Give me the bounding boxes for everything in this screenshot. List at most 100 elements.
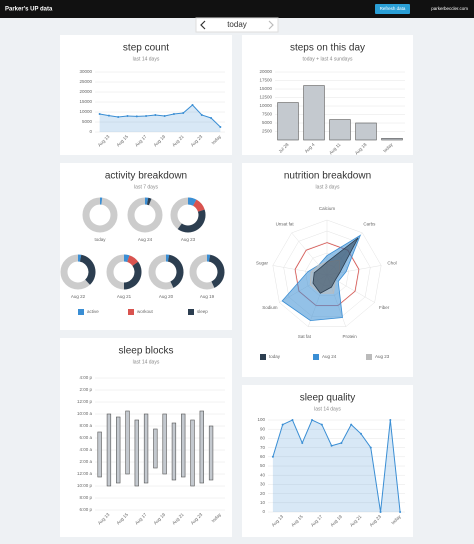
donut-segment: [208, 254, 225, 288]
y-tick-label: 40: [260, 472, 266, 477]
point: [379, 511, 382, 513]
y-tick-label: 10: [260, 500, 266, 505]
donut-segment: [192, 199, 205, 213]
legend-swatch: [366, 354, 372, 360]
legend-label: Aug 23: [375, 354, 390, 359]
legend-swatch: [78, 309, 84, 315]
donut-segment: [123, 261, 142, 290]
sleep-block: [162, 413, 167, 475]
point: [219, 126, 222, 128]
donut-label: Aug 23: [181, 237, 196, 242]
y-tick-label: 80: [260, 436, 266, 441]
donut-segment: [123, 254, 130, 263]
donut-segment: [177, 209, 206, 233]
point: [369, 446, 372, 449]
point: [271, 455, 274, 458]
card-subtitle: last 14 days: [133, 56, 160, 62]
y-tick-label: 50: [260, 463, 266, 468]
site-link[interactable]: parkerbeccler.com: [431, 6, 468, 11]
sleep-block: [106, 413, 112, 487]
donut-label: Aug 22: [71, 294, 86, 299]
date-nav: [195, 17, 279, 33]
point: [117, 116, 120, 118]
legend-swatch: [128, 309, 134, 315]
card: [242, 385, 413, 537]
bar: [303, 85, 325, 141]
radar-axis-label: Calcium: [319, 206, 336, 211]
refresh-label[interactable]: Refresh data: [380, 6, 406, 11]
y-tick-label: 12500: [259, 95, 272, 100]
point: [210, 117, 213, 119]
legend-swatch: [188, 309, 194, 315]
point: [107, 114, 110, 117]
y-tick-label: 12:00 p: [77, 399, 93, 404]
donut-label: Aug 21: [117, 294, 132, 299]
y-tick-label: 10:00 a: [77, 411, 93, 416]
donut-segment: [126, 255, 139, 267]
y-tick-label: 17500: [259, 78, 272, 83]
point: [301, 442, 304, 444]
y-tick-label: 2:00 a: [79, 459, 92, 464]
donut-label: Aug 24: [138, 237, 153, 242]
sleep-block: [134, 419, 139, 487]
y-tick-label: 8:00 p: [79, 495, 92, 500]
radar-axis-label: Sodium: [262, 305, 278, 310]
card-title: sleep quality: [300, 393, 356, 404]
point: [145, 115, 148, 117]
point: [182, 112, 185, 114]
donut-segment: [146, 197, 152, 206]
card-title: activity breakdown: [105, 171, 187, 182]
card-title: sleep blocks: [118, 346, 173, 357]
prev-arrow[interactable]: [200, 20, 206, 30]
app-title: Parker's UP data: [5, 7, 53, 13]
point: [172, 113, 175, 115]
sleep-block: [199, 410, 204, 484]
sleep-block: [181, 413, 186, 478]
point: [350, 423, 353, 426]
card-subtitle: last 14 days: [133, 359, 160, 365]
y-tick-label: 4:00 p: [79, 375, 92, 380]
card-subtitle: last 3 days: [316, 184, 340, 190]
radar-axis-label: Unsat fat: [276, 222, 295, 227]
point: [330, 444, 333, 447]
refresh-button[interactable]: [375, 4, 410, 14]
radar-series: [312, 237, 359, 294]
card-subtitle: last 14 days: [314, 406, 341, 412]
radar-axis-label: Carbs: [363, 222, 376, 227]
point: [399, 511, 402, 513]
y-tick-label: 25000: [79, 79, 92, 84]
legend-swatch: [260, 354, 266, 360]
y-tick-label: 100: [257, 417, 265, 422]
card: [242, 35, 413, 155]
card-title: step count: [123, 43, 169, 54]
point: [340, 442, 343, 444]
y-tick-label: 15000: [79, 99, 92, 104]
legend-label: today: [269, 354, 281, 359]
sleep-block: [208, 425, 214, 481]
next-arrow[interactable]: [268, 20, 274, 30]
bar: [355, 122, 377, 141]
point: [200, 114, 203, 116]
bar: [329, 119, 351, 141]
card-subtitle: last 7 days: [134, 184, 158, 190]
y-tick-label: 70: [260, 445, 266, 450]
point: [389, 419, 392, 421]
card: [60, 163, 232, 330]
point: [126, 115, 129, 117]
legend-label: workout: [137, 309, 154, 314]
x-tick-label: today: [211, 133, 223, 145]
y-tick-label: 90: [260, 426, 266, 431]
sleep-block: [125, 410, 130, 475]
radar-grid: [272, 219, 382, 327]
donut-label: Aug 19: [200, 294, 215, 299]
y-tick-label: 6:00 a: [79, 435, 92, 440]
point: [311, 419, 314, 421]
bar: [381, 138, 403, 141]
y-tick-label: 15000: [259, 86, 272, 91]
sleep-block: [97, 431, 102, 478]
donut-segment: [79, 254, 96, 285]
top-bar: [0, 0, 474, 18]
radar-axis-label: Sat fat: [298, 334, 312, 339]
